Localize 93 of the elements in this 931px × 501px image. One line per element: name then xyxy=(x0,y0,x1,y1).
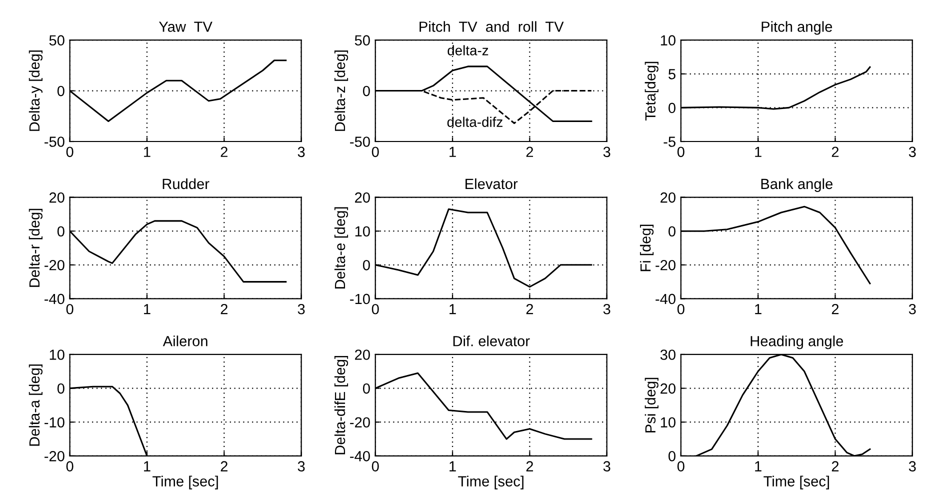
y-axis-title: Delta-e [deg] xyxy=(334,207,348,289)
y-tick-label: 0 xyxy=(57,383,64,394)
chart-title: Dif. elevator xyxy=(453,336,530,346)
chart-title: Yaw TV xyxy=(158,22,212,32)
series-label: delta-difz xyxy=(447,116,502,127)
y-tick-label: 10 xyxy=(50,350,64,360)
chart-title: Aileron xyxy=(162,336,208,346)
y-tick-label: 20 xyxy=(660,192,676,203)
x-tick-label: 1 xyxy=(144,304,150,314)
y-tick-label: 50 xyxy=(49,35,64,46)
y-tick-label: 10 xyxy=(660,417,676,428)
y-tick-label: -50 xyxy=(350,136,370,147)
x-tick-label: 3 xyxy=(908,146,916,158)
x-tick-label: 3 xyxy=(603,304,610,314)
x-tick-label: 2 xyxy=(526,146,534,157)
chart-title: Elevator xyxy=(466,178,518,190)
chart-title: Pitch angle xyxy=(762,21,832,35)
y-tick-label: 0 xyxy=(668,226,676,237)
y-tick-label: -10 xyxy=(350,294,370,304)
x-tick-label: 0 xyxy=(372,146,379,158)
y-tick-label: 5 xyxy=(668,69,676,80)
x-tick-label: 0 xyxy=(677,461,684,472)
x-tick-label: 3 xyxy=(603,461,610,472)
x-tick-label: 3 xyxy=(908,461,916,472)
x-tick-label: 2 xyxy=(832,304,839,314)
x-tick-label: 0 xyxy=(677,304,684,314)
y-axis-title: Delta-y [deg] xyxy=(28,50,42,131)
x-tick-label: 0 xyxy=(66,304,74,314)
x-tick-label: 2 xyxy=(220,461,228,472)
y-tick-label: 50 xyxy=(354,35,370,46)
y-axis-title: Psi [deg] xyxy=(644,378,658,432)
chart-title: Heading angle xyxy=(750,336,844,350)
chart-title: Bank angle xyxy=(761,178,832,192)
x-tick-label: 0 xyxy=(677,146,684,158)
y-tick-label: 20 xyxy=(660,383,676,394)
x-tick-label: 2 xyxy=(526,304,534,314)
x-tick-label: 3 xyxy=(603,146,610,158)
x-tick-label: 1 xyxy=(144,461,150,472)
x-tick-label: 3 xyxy=(908,304,916,314)
y-tick-label: 10 xyxy=(660,35,676,46)
y-tick-label: 0 xyxy=(57,86,64,96)
y-axis-title: Delta-z [deg] xyxy=(334,50,348,131)
y-tick-label: 20 xyxy=(49,192,64,203)
chart-title: Pitch TV and roll TV xyxy=(420,21,564,32)
y-axis-title: Delta-difE [deg] xyxy=(334,356,348,454)
x-tick-label: 2 xyxy=(832,461,839,472)
x-tick-label: 3 xyxy=(298,304,305,314)
x-tick-label: 1 xyxy=(755,461,762,472)
y-tick-label: 0 xyxy=(668,451,676,462)
y-tick-label: 10 xyxy=(355,226,370,237)
x-axis-title: Time [sec] xyxy=(152,476,218,490)
y-tick-label: -20 xyxy=(44,451,64,462)
y-tick-label: 20 xyxy=(355,192,370,203)
x-tick-label: 0 xyxy=(372,461,379,472)
x-tick-label: 3 xyxy=(298,146,305,158)
y-tick-label: -5 xyxy=(664,136,676,147)
y-tick-label: 0 xyxy=(362,383,370,394)
x-tick-label: 1 xyxy=(450,146,456,157)
x-tick-label: 1 xyxy=(450,304,456,314)
y-tick-label: 0 xyxy=(57,226,64,237)
x-tick-label: 0 xyxy=(66,461,74,472)
x-tick-label: 1 xyxy=(755,146,762,157)
x-tick-label: 0 xyxy=(66,146,74,158)
y-tick-label: -20 xyxy=(44,260,64,270)
series-label: delta-z xyxy=(448,45,488,56)
y-axis-title: Delta-a [deg] xyxy=(28,364,42,446)
y-tick-label: -40 xyxy=(656,294,676,304)
x-tick-label: 1 xyxy=(755,304,762,314)
y-tick-label: -40 xyxy=(44,294,64,304)
x-tick-label: 2 xyxy=(832,146,839,157)
y-tick-label: -40 xyxy=(350,451,370,462)
y-tick-label: -10 xyxy=(44,417,64,428)
y-tick-label: -20 xyxy=(350,417,370,428)
y-axis-title: Teta[deg] xyxy=(644,62,658,120)
chart-title: Rudder xyxy=(162,178,210,190)
x-tick-label: 2 xyxy=(220,304,228,314)
y-tick-label: -20 xyxy=(656,260,676,270)
x-tick-label: 1 xyxy=(450,461,456,472)
x-tick-label: 3 xyxy=(298,461,305,472)
y-tick-label: 30 xyxy=(660,350,676,360)
y-tick-label: 0 xyxy=(668,102,676,114)
y-tick-label: 0 xyxy=(362,260,370,270)
x-axis-title: Time [sec] xyxy=(458,476,524,490)
y-axis-title: Fi [deg] xyxy=(640,224,654,272)
x-tick-label: 2 xyxy=(220,146,228,157)
y-tick-label: 0 xyxy=(362,86,370,96)
x-tick-label: 2 xyxy=(526,461,534,472)
y-axis-title: Delta-r [deg] xyxy=(28,208,42,287)
x-tick-label: 1 xyxy=(144,146,150,157)
y-tick-label: -50 xyxy=(44,136,64,147)
x-tick-label: 0 xyxy=(372,304,379,314)
y-tick-label: 20 xyxy=(355,350,370,360)
x-axis-title: Time [sec] xyxy=(764,476,829,490)
